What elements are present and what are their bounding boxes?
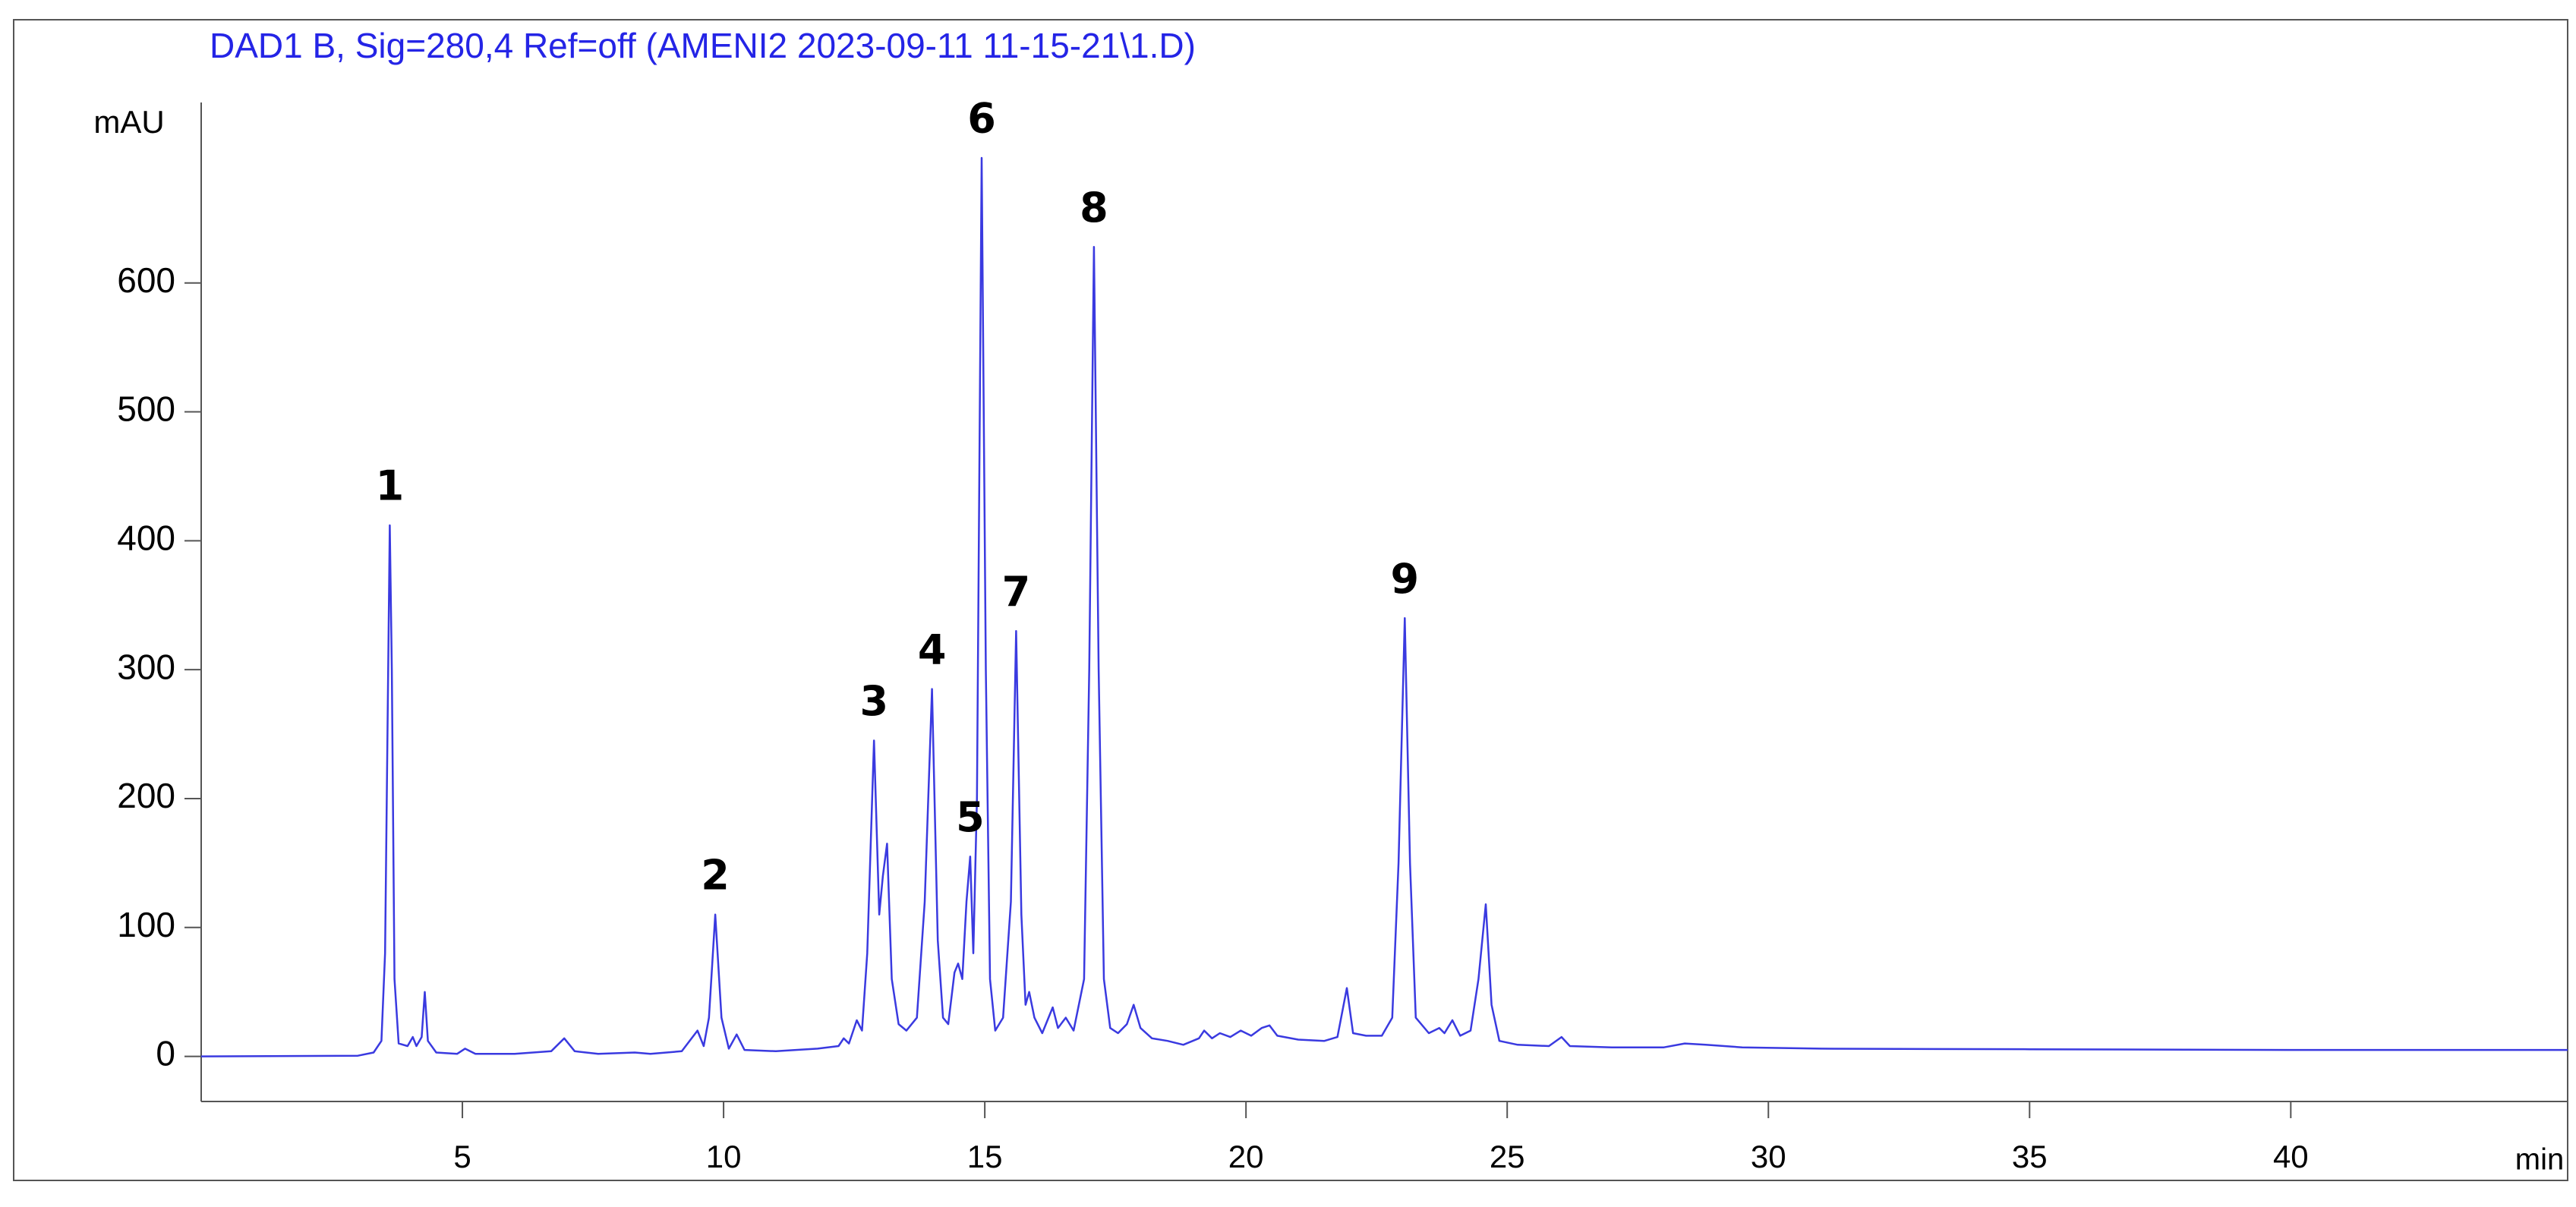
y-tick-label: 500 [117, 389, 175, 429]
y-tick-label: 200 [117, 776, 175, 815]
peak-label: 2 [701, 851, 730, 899]
y-tick-label: 300 [117, 647, 175, 686]
peak-label: 1 [376, 462, 405, 510]
x-tick-label: 25 [1490, 1139, 1525, 1174]
trace [200, 156, 2568, 1057]
y-tick-label: 400 [117, 518, 175, 557]
y-tick-label: 600 [117, 260, 175, 300]
frame [13, 19, 2568, 1181]
x-tick-label: 15 [967, 1139, 1003, 1174]
x-tick-label: 40 [2273, 1139, 2309, 1174]
x-tick-label: 10 [706, 1139, 742, 1174]
x-tick-label: 35 [2012, 1139, 2048, 1174]
x-tick-label: 5 [453, 1139, 471, 1174]
y-tick-label: 0 [156, 1034, 175, 1073]
peak-label: 7 [1002, 568, 1031, 616]
x-tick-label: 30 [1751, 1139, 1786, 1174]
peak-label: 8 [1080, 184, 1108, 232]
peak-label: 3 [859, 677, 888, 725]
x-tick-label: 20 [1228, 1139, 1264, 1174]
x-axis-label: min [2515, 1143, 2564, 1177]
chart-title: DAD1 B, Sig=280,4 Ref=off (AMENI2 2023-0… [210, 26, 1196, 65]
peak-label: 6 [967, 95, 996, 143]
peak-label: 5 [956, 793, 985, 841]
y-tick-label: 100 [117, 905, 175, 944]
peak-label: 4 [918, 626, 947, 673]
y-axis-label: mAU [93, 104, 164, 140]
peak-label: 9 [1391, 555, 1420, 603]
